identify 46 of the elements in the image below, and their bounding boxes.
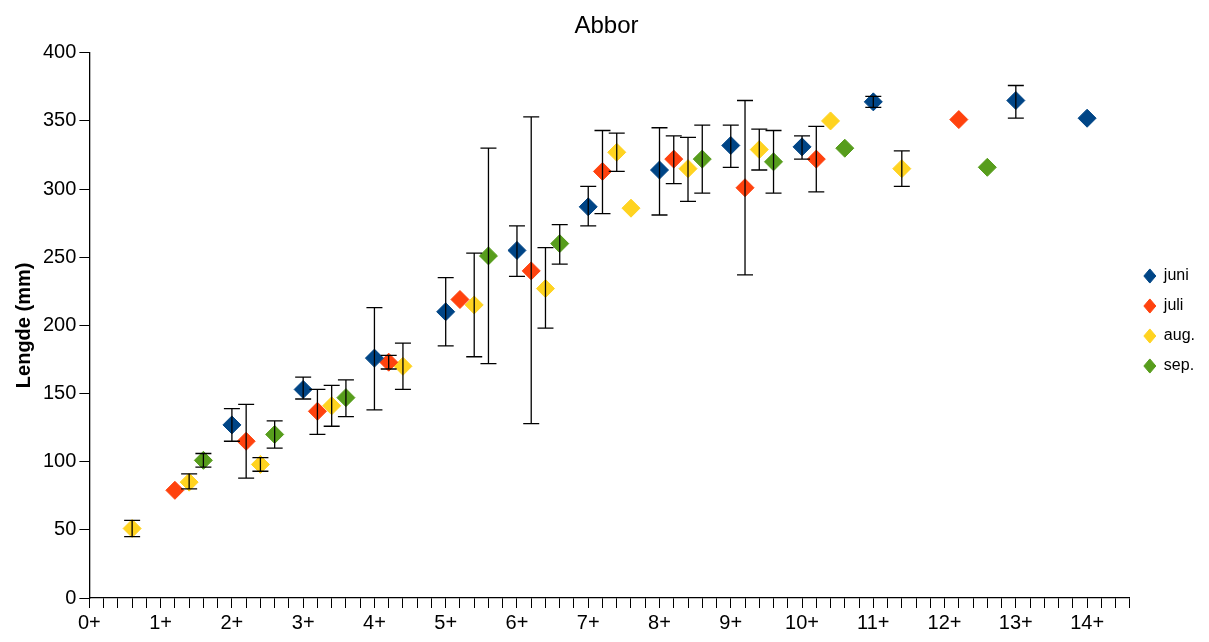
point xyxy=(621,198,641,218)
legend-label: aug. xyxy=(1163,326,1195,344)
x-tick-label: 14+ xyxy=(1070,610,1105,633)
point xyxy=(307,401,327,421)
point xyxy=(977,157,997,177)
x-tick-label: 2+ xyxy=(220,610,244,633)
x-tick-label: 11+ xyxy=(857,610,890,633)
x-tick-label: 8+ xyxy=(648,610,671,633)
x-tick-label: 6+ xyxy=(505,610,529,633)
point xyxy=(835,138,855,158)
y-tick-label: 150 xyxy=(42,381,77,404)
chart-title: Abbor xyxy=(574,11,639,39)
x-tick-label: 7+ xyxy=(576,610,600,633)
x-tick-label: 3+ xyxy=(291,610,315,633)
x-tick-label: 5+ xyxy=(434,610,458,633)
x-tick-label: 12+ xyxy=(927,610,962,633)
point xyxy=(165,480,185,500)
point xyxy=(578,197,598,217)
x-tick-label: 13+ xyxy=(998,610,1033,633)
point xyxy=(464,295,484,315)
point xyxy=(521,261,541,281)
point xyxy=(1077,108,1097,128)
y-axis-title: Lengde (mm) xyxy=(11,262,34,389)
point xyxy=(535,279,555,299)
x-tick-label: 4+ xyxy=(363,610,386,633)
x-tick-label: 9+ xyxy=(719,610,743,633)
point xyxy=(821,111,841,131)
x-tick-label: 1+ xyxy=(149,610,173,633)
y-tick-label: 350 xyxy=(42,108,77,131)
point xyxy=(692,149,712,169)
legend-label: juni xyxy=(1162,266,1189,284)
x-tick-label: 10+ xyxy=(785,610,819,633)
y-tick-label: 400 xyxy=(42,40,77,63)
y-tick-label: 0 xyxy=(65,585,77,608)
legend-label: juli xyxy=(1162,296,1184,314)
y-tick-label: 200 xyxy=(42,312,77,335)
legend-label: sep. xyxy=(1163,356,1195,374)
point xyxy=(949,110,969,130)
y-tick-label: 250 xyxy=(42,244,77,267)
point xyxy=(450,290,470,309)
y-tick-label: 100 xyxy=(42,449,77,472)
point xyxy=(364,348,384,368)
x-tick-label: 0+ xyxy=(77,610,101,633)
point xyxy=(749,140,769,160)
y-tick-label: 300 xyxy=(42,176,77,199)
y-tick-label: 50 xyxy=(54,517,77,540)
